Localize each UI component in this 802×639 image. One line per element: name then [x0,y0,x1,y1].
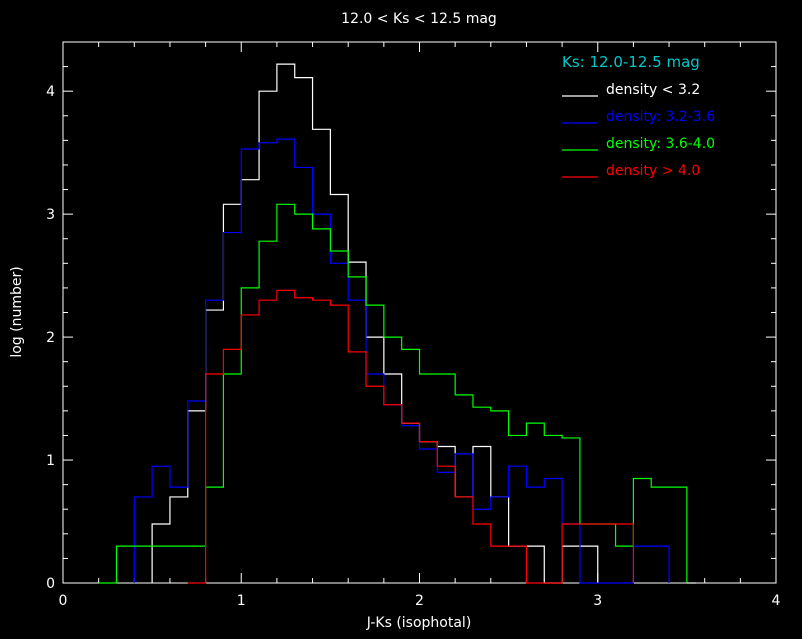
y-tick-label: 1 [46,453,55,469]
series-line-1 [151,63,599,584]
legend-label-4: density > 4.0 [606,163,700,179]
chart-title: 12.0 < Ks < 12.5 mag [341,11,497,27]
y-tick-label: 0 [46,576,55,592]
x-tick-label: 3 [593,593,602,609]
series-layer [98,63,696,584]
x-tick-label: 4 [772,593,781,609]
series-line-4 [187,289,634,584]
series-line-2 [133,138,670,584]
legend-label-2: density: 3.2-3.6 [606,109,715,125]
x-axis-label: J-Ks (isophotal) [366,615,472,631]
x-tick-label: 0 [59,593,68,609]
x-tick-label: 1 [237,593,246,609]
legend-title: Ks: 12.0-12.5 mag [562,53,700,71]
x-tick-label: 2 [415,593,424,609]
y-tick-label: 2 [46,330,55,346]
legend-label-1: density < 3.2 [606,82,700,98]
legend-label-3: density: 3.6-4.0 [606,136,715,152]
y-tick-label: 3 [46,207,55,223]
y-axis-label: log (number) [9,266,25,357]
legend: density < 3.2 density: 3.2-3.6 density: 3.… [562,82,715,179]
y-tick-label: 4 [46,84,55,100]
axis-ticks: 0 1 2 3 4 0 1 2 3 4 [46,41,781,609]
